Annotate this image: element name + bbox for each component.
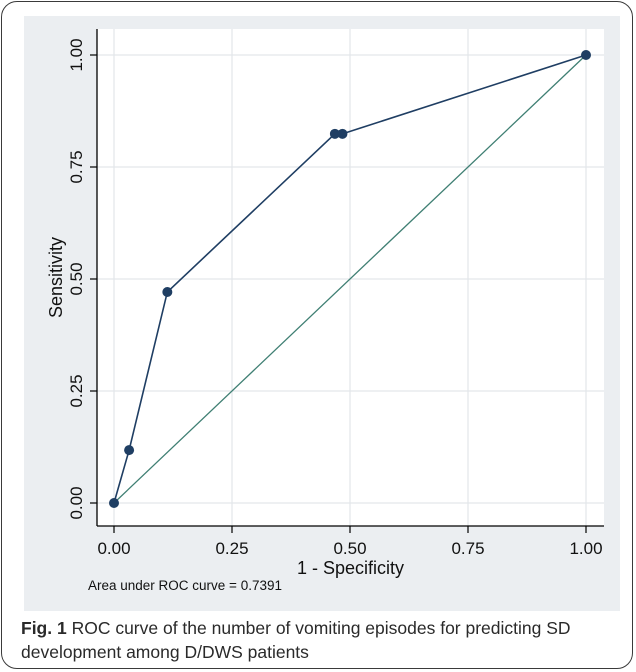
roc-point <box>337 129 347 139</box>
y-tick-label: 0.00 <box>67 486 86 519</box>
y-tick-label: 1.00 <box>67 38 86 71</box>
auc-annotation: Area under ROC curve = 0.7391 <box>88 578 282 593</box>
figure-label: Fig. 1 <box>21 618 67 638</box>
roc-point <box>162 287 172 297</box>
y-axis-title: Sensitivity <box>46 237 66 318</box>
x-tick-label: 0.75 <box>451 539 484 558</box>
figure-caption: Fig. 1 ROC curve of the number of vomiti… <box>21 616 621 664</box>
y-tick-label: 0.50 <box>67 262 86 295</box>
x-axis-title: 1 - Specificity <box>297 558 404 578</box>
roc-point <box>109 498 119 508</box>
x-tick-label: 0.00 <box>97 539 130 558</box>
x-tick-label: 0.50 <box>333 539 366 558</box>
y-tick-label: 0.25 <box>67 374 86 407</box>
y-tick-label: 0.75 <box>67 150 86 183</box>
roc-point <box>581 50 591 60</box>
x-tick-label: 0.25 <box>215 539 248 558</box>
caption-text: ROC curve of the number of vomiting epis… <box>21 618 571 662</box>
x-tick-label: 1.00 <box>569 539 602 558</box>
roc-chart: 0.00 0.00 0.25 0.25 0.50 0.50 0.75 0.75 1.00 1.00… <box>0 0 636 612</box>
roc-point <box>124 445 134 455</box>
